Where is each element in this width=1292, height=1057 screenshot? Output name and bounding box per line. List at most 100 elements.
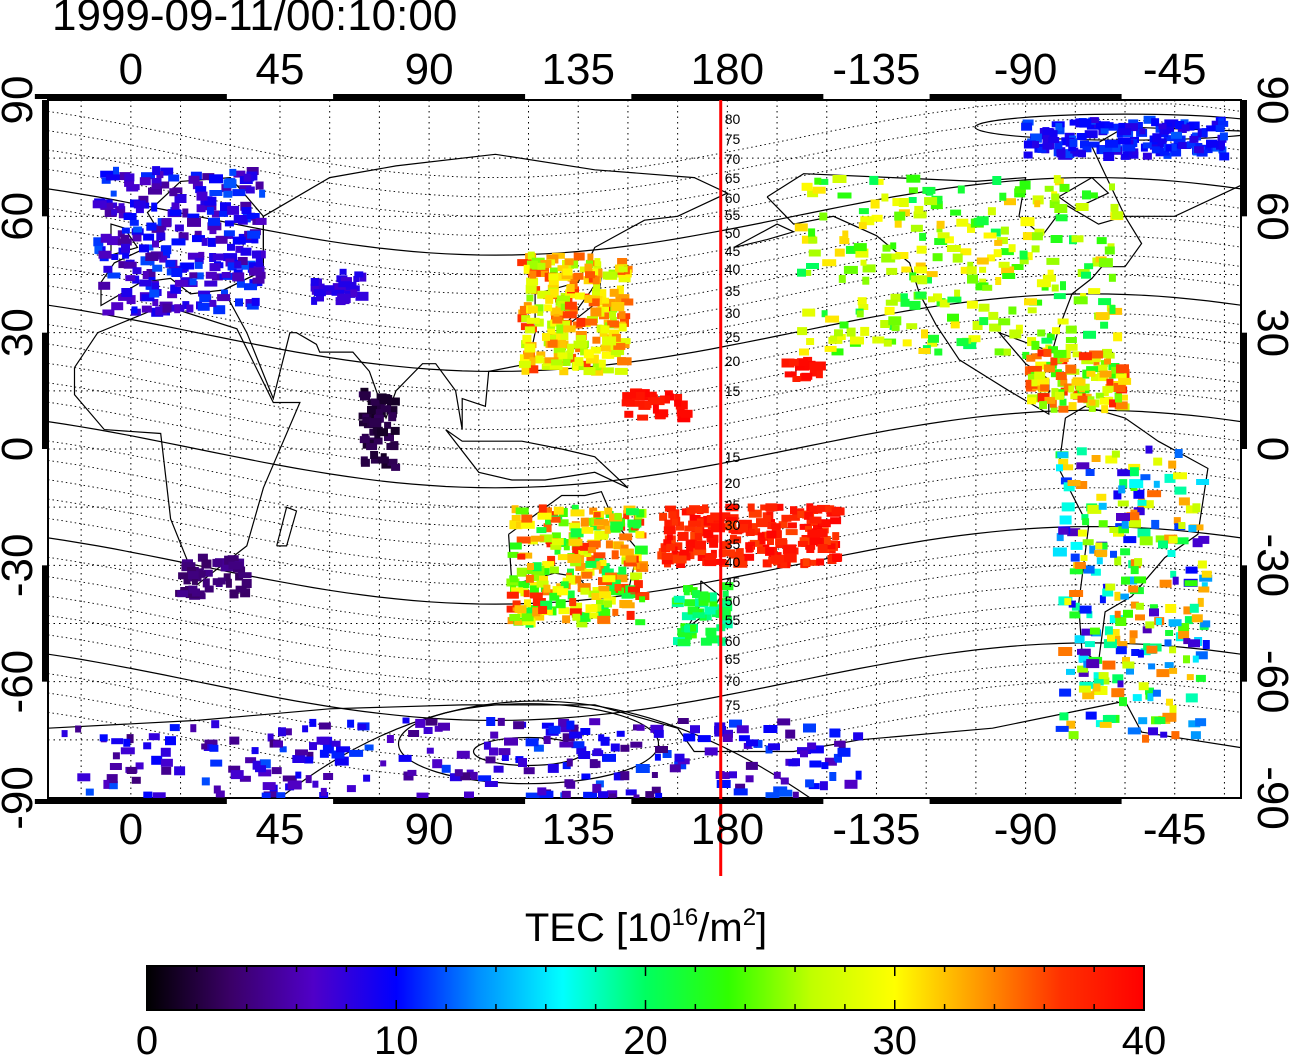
tec-point-south-america [1178, 497, 1190, 506]
tec-point-australia [567, 590, 575, 600]
tec-point-caribbean [1089, 350, 1104, 359]
tec-point-antarctica [636, 724, 645, 731]
tec-point-south-pacific [832, 532, 840, 541]
tec-point-western-pacific-islands [638, 400, 651, 410]
tec-point-caribbean [1099, 370, 1112, 378]
tec-point-europe [104, 209, 117, 217]
tec-point-north-america [924, 197, 938, 206]
tec-point-antarctica [493, 765, 504, 773]
bottom-lon-label-90: 90 [405, 805, 454, 854]
tec-point-caribbean [1027, 365, 1042, 372]
tec-point-south-america [1091, 455, 1101, 462]
tec-point-central-asia [335, 297, 346, 306]
tec-point-north-america [838, 274, 846, 283]
tec-point-south-america [1138, 682, 1149, 691]
tec-point-europe [133, 226, 143, 233]
tec-point-north-america [972, 321, 983, 330]
tec-point-western-pacific-islands [629, 389, 636, 399]
tec-point-north-america [1113, 332, 1123, 342]
tec-point-east-asia-japan [618, 311, 626, 320]
tec-point-europe [232, 272, 245, 282]
alaska-islands-coastline [733, 223, 796, 248]
tec-point-antarctica [669, 764, 681, 773]
tec-point-south-america [1168, 619, 1182, 627]
tec-point-australia [549, 566, 559, 574]
tec-point-europe [132, 234, 142, 242]
tec-point-south-america [1178, 630, 1190, 639]
tec-point-caribbean [1102, 386, 1113, 394]
top-frame-bar [333, 94, 526, 99]
tec-point-south-america [1129, 479, 1144, 489]
tec-point-antarctica [99, 734, 108, 742]
tec-point-antarctica [304, 756, 314, 764]
tec-point-antarctica [602, 753, 616, 762]
tec-point-antarctica [204, 739, 218, 747]
tec-point-australia [539, 575, 548, 584]
tec-point-europe [160, 181, 170, 189]
tec-point-south-america [1112, 674, 1124, 684]
tec-point-south-america [1164, 473, 1176, 483]
tec-point-europe [133, 200, 146, 209]
tec-point-europe [188, 175, 200, 184]
tec-point-antarctica [318, 722, 331, 730]
tec-point-south-america [1061, 502, 1075, 512]
tec-point-north-america [1031, 340, 1040, 350]
tec-point-south-america [1198, 586, 1210, 593]
tec-point-europe [212, 253, 224, 261]
tec-point-east-asia-japan [585, 271, 595, 279]
tec-point-caribbean [1059, 355, 1069, 362]
tec-point-north-america [913, 211, 927, 219]
tec-point-australia [563, 543, 570, 551]
tec-point-arctic-greenland [1080, 140, 1089, 149]
tec-point-antarctica [805, 779, 815, 788]
tec-point-arctic-greenland [1132, 148, 1139, 156]
tec-point-australia [639, 596, 646, 603]
tec-point-south-america [1079, 648, 1091, 656]
tec-point-arctic-greenland [1122, 144, 1136, 152]
tec-point-arctic-greenland [1206, 140, 1219, 148]
tec-point-north-america [1046, 333, 1055, 341]
tec-point-antarctica [733, 788, 748, 796]
tec-point-north-america [966, 266, 977, 275]
tec-point-caribbean [1099, 397, 1109, 405]
tec-point-antarctica [273, 740, 283, 748]
tec-point-north-america [808, 228, 816, 238]
tec-point-north-america [871, 214, 883, 222]
tec-point-europe [247, 230, 261, 239]
tec-point-south-america [1129, 637, 1136, 644]
tec-point-europe [239, 185, 252, 192]
tec-point-australia [512, 600, 521, 608]
tec-point-south-pacific [767, 538, 774, 545]
tec-point-new-zealand [692, 590, 700, 599]
tec-point-australia [594, 519, 608, 526]
tec-point-east-asia-japan [549, 288, 559, 298]
tec-point-australia [590, 522, 602, 531]
contour-label--50: 50 [725, 593, 741, 609]
tec-point-antarctica [252, 760, 261, 770]
tec-point-antarctica [777, 718, 791, 726]
tec-point-antarctica [558, 718, 570, 727]
tec-point-south-america [1131, 649, 1140, 656]
tec-point-east-asia-japan [613, 342, 626, 350]
tec-point-south-america [1200, 620, 1211, 628]
tec-point-south-america [1145, 621, 1155, 629]
tec-point-south-america [1061, 464, 1074, 471]
tec-point-north-america [801, 182, 813, 191]
bottom-frame-bar [631, 799, 824, 804]
tec-point-east-asia-japan [529, 270, 537, 279]
tec-point-south-pacific [759, 537, 766, 545]
tec-point-east-asia-japan [566, 350, 574, 360]
tec-point-australia [550, 543, 562, 550]
tec-point-north-america [831, 348, 844, 356]
tec-point-australia [507, 551, 519, 558]
top-lon-label--90: -90 [994, 45, 1058, 94]
tec-point-antarctica [792, 758, 800, 767]
tec-point-antarctica [578, 751, 591, 759]
tec-point-arctic-greenland [1142, 142, 1152, 149]
tec-point-south-pacific [738, 524, 749, 533]
tec-point-north-america [915, 291, 927, 299]
tec-point-new-zealand [719, 582, 734, 591]
tec-point-australia [557, 554, 569, 561]
tec-point-europe [194, 257, 204, 264]
tec-point-europe [169, 188, 178, 197]
